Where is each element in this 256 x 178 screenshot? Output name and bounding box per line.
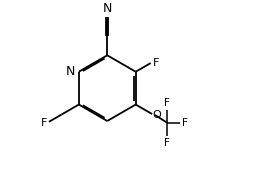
Text: F: F [164, 138, 170, 148]
Text: N: N [103, 2, 112, 15]
Text: F: F [182, 118, 188, 128]
Text: O: O [153, 110, 162, 120]
Text: F: F [164, 98, 170, 108]
Text: N: N [66, 65, 75, 78]
Text: F: F [153, 58, 159, 68]
Text: F: F [40, 118, 47, 128]
